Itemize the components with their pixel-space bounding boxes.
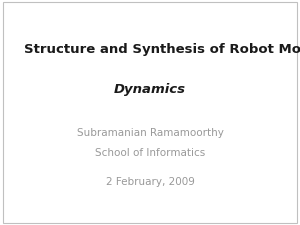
Text: 2 February, 2009: 2 February, 2009 (106, 177, 194, 187)
Text: Dynamics: Dynamics (114, 83, 186, 97)
Text: School of Informatics: School of Informatics (95, 148, 205, 158)
Text: Subramanian Ramamoorthy: Subramanian Ramamoorthy (76, 128, 224, 138)
Text: Structure and Synthesis of Robot Motion: Structure and Synthesis of Robot Motion (24, 43, 300, 56)
